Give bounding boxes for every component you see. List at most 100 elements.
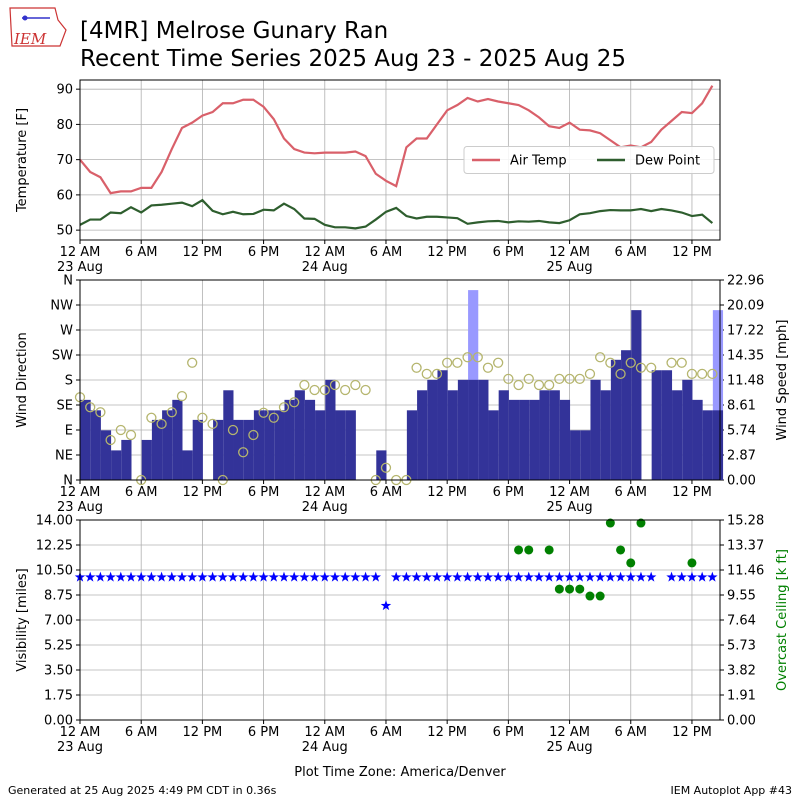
bar bbox=[529, 399, 540, 480]
x-tick-label: 12 AM bbox=[549, 245, 590, 260]
point bbox=[197, 571, 208, 582]
x-tick-label: 12 AM bbox=[60, 725, 101, 740]
point bbox=[431, 571, 443, 582]
bar bbox=[253, 410, 265, 480]
point bbox=[513, 379, 524, 391]
point bbox=[595, 352, 606, 363]
point bbox=[605, 571, 616, 582]
point bbox=[544, 379, 555, 391]
x-tick-label: 6 PM bbox=[248, 245, 279, 260]
point bbox=[329, 379, 341, 391]
bar bbox=[621, 350, 632, 480]
y2-tick-label: 3.82 bbox=[727, 664, 756, 679]
x-tick-label: 6 AM bbox=[125, 725, 158, 740]
y-tick-label: 60 bbox=[56, 188, 73, 203]
legend-box bbox=[463, 146, 715, 174]
y2-tick-label: 8.61 bbox=[727, 399, 756, 414]
y-tick-label: 0.00 bbox=[44, 714, 73, 729]
y-tick-label: NE bbox=[55, 449, 73, 464]
x-tick-label: 6 PM bbox=[493, 485, 524, 500]
point bbox=[319, 384, 330, 396]
bar bbox=[264, 410, 275, 480]
y-tick-label: NW bbox=[50, 299, 73, 314]
y2-tick-label: 5.73 bbox=[727, 639, 756, 654]
bar bbox=[600, 390, 611, 480]
point bbox=[666, 357, 677, 368]
point bbox=[635, 571, 647, 582]
bar bbox=[345, 410, 356, 480]
point bbox=[646, 362, 657, 373]
point bbox=[309, 571, 320, 582]
point bbox=[237, 571, 249, 582]
point bbox=[554, 373, 565, 385]
point bbox=[268, 571, 280, 582]
footer-left: Generated at 25 Aug 2025 4:49 PM CDT in … bbox=[8, 784, 277, 797]
point bbox=[268, 412, 279, 423]
x-tick-date: 25 Aug bbox=[547, 740, 593, 755]
point bbox=[503, 571, 514, 582]
y-axis-label: Temperature [F] bbox=[15, 108, 30, 213]
x-tick-label: 12 PM bbox=[672, 485, 712, 500]
bar bbox=[682, 379, 693, 480]
bar bbox=[651, 370, 662, 480]
x-tick-label: 12 PM bbox=[427, 485, 467, 500]
y2-tick-label: 2.87 bbox=[727, 449, 756, 464]
point bbox=[605, 518, 615, 528]
bar bbox=[539, 390, 550, 480]
bar bbox=[498, 390, 509, 480]
point bbox=[493, 357, 504, 368]
y-tick-label: N bbox=[63, 474, 73, 489]
point bbox=[207, 418, 218, 430]
point bbox=[289, 397, 300, 408]
x-tick-label: 6 PM bbox=[493, 245, 524, 260]
point bbox=[248, 429, 259, 441]
point bbox=[431, 368, 443, 380]
point bbox=[462, 571, 473, 582]
point bbox=[115, 424, 126, 436]
point bbox=[84, 571, 96, 582]
point bbox=[197, 412, 208, 423]
x-tick-date: 24 Aug bbox=[302, 740, 348, 755]
point bbox=[584, 571, 596, 582]
point bbox=[258, 407, 269, 418]
bar bbox=[457, 379, 469, 480]
bar bbox=[590, 379, 601, 480]
x-tick-label: 6 PM bbox=[248, 725, 279, 740]
footer-right: IEM Autoplot App #43 bbox=[671, 784, 793, 797]
y2-tick-label: 17.22 bbox=[727, 324, 764, 339]
point bbox=[350, 571, 361, 582]
y2-tick-label: 1.91 bbox=[727, 689, 756, 704]
x-tick-label: 12 PM bbox=[427, 725, 467, 740]
logo-dot bbox=[22, 15, 28, 21]
point bbox=[207, 571, 218, 582]
y-tick-label: 7.00 bbox=[44, 614, 73, 629]
bar bbox=[376, 450, 387, 480]
bar bbox=[702, 410, 713, 480]
point bbox=[615, 368, 626, 380]
point bbox=[95, 571, 106, 582]
point bbox=[176, 571, 188, 582]
x-tick-label: 12 PM bbox=[672, 725, 712, 740]
y-tick-label: 90 bbox=[56, 83, 73, 98]
bar bbox=[712, 310, 724, 480]
point bbox=[533, 571, 545, 582]
point bbox=[339, 571, 351, 582]
point bbox=[523, 373, 534, 385]
point bbox=[217, 571, 229, 582]
bar bbox=[223, 390, 234, 480]
x-tick-label: 6 AM bbox=[614, 485, 647, 500]
x-tick-date: 23 Aug bbox=[57, 500, 103, 515]
point bbox=[156, 571, 167, 582]
bar bbox=[631, 310, 642, 480]
plot-frame bbox=[79, 279, 721, 481]
y2-tick-label: 0.00 bbox=[727, 474, 756, 489]
bar bbox=[284, 399, 295, 480]
point bbox=[248, 571, 259, 582]
point bbox=[380, 462, 392, 473]
x-tick-date: 25 Aug bbox=[547, 260, 593, 275]
point bbox=[645, 571, 657, 582]
y2-tick-label: 11.48 bbox=[727, 374, 764, 389]
bar bbox=[417, 390, 428, 480]
